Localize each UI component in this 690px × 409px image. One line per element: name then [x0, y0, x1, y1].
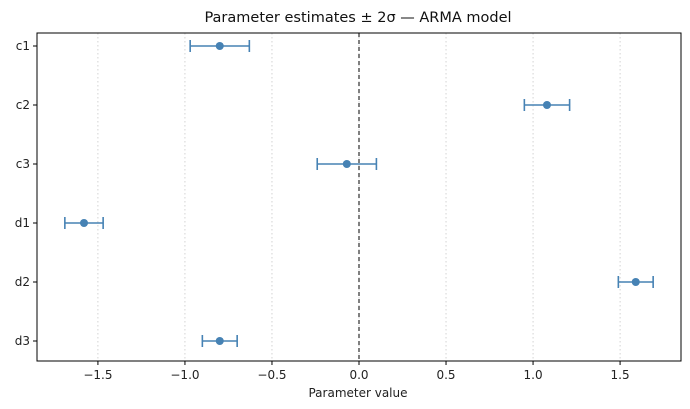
- chart-title: Parameter estimates ± 2σ — ARMA model: [204, 10, 511, 26]
- estimate-d1: [64, 217, 104, 229]
- estimate-point: [215, 337, 224, 345]
- estimate-point: [631, 278, 640, 286]
- x-tick-label: 0.5: [436, 368, 455, 382]
- estimate-c1: [189, 40, 251, 52]
- estimate-point: [215, 42, 224, 50]
- x-tick-label: 1.0: [524, 368, 543, 382]
- x-tick-label: −1.5: [83, 368, 112, 382]
- y-tick-label: c3: [16, 157, 30, 171]
- y-tick-label: c1: [16, 39, 30, 53]
- x-axis-label: Parameter value: [308, 386, 407, 400]
- estimate-point: [542, 101, 551, 109]
- y-axis-ticks: c1 c2 c3 d1 d2 d3: [15, 39, 37, 348]
- x-axis-ticks: −1.5 −1.0 −0.5 0.0 0.5 1.0 1.5: [83, 361, 630, 382]
- estimate-d3: [201, 335, 238, 347]
- estimate-point: [342, 160, 351, 168]
- x-tick-label: −0.5: [257, 368, 286, 382]
- x-tick-label: 0.0: [349, 368, 368, 382]
- y-tick-label: d3: [15, 334, 30, 348]
- y-tick-label: c2: [16, 98, 30, 112]
- estimate-d2: [617, 276, 654, 288]
- x-tick-label: −1.0: [170, 368, 199, 382]
- estimate-point: [79, 219, 88, 227]
- estimate-c2: [523, 99, 571, 111]
- data-marks: [64, 40, 654, 347]
- x-tick-label: 1.5: [611, 368, 630, 382]
- estimate-c3: [316, 158, 378, 170]
- y-tick-label: d2: [15, 275, 30, 289]
- y-tick-label: d1: [15, 216, 30, 230]
